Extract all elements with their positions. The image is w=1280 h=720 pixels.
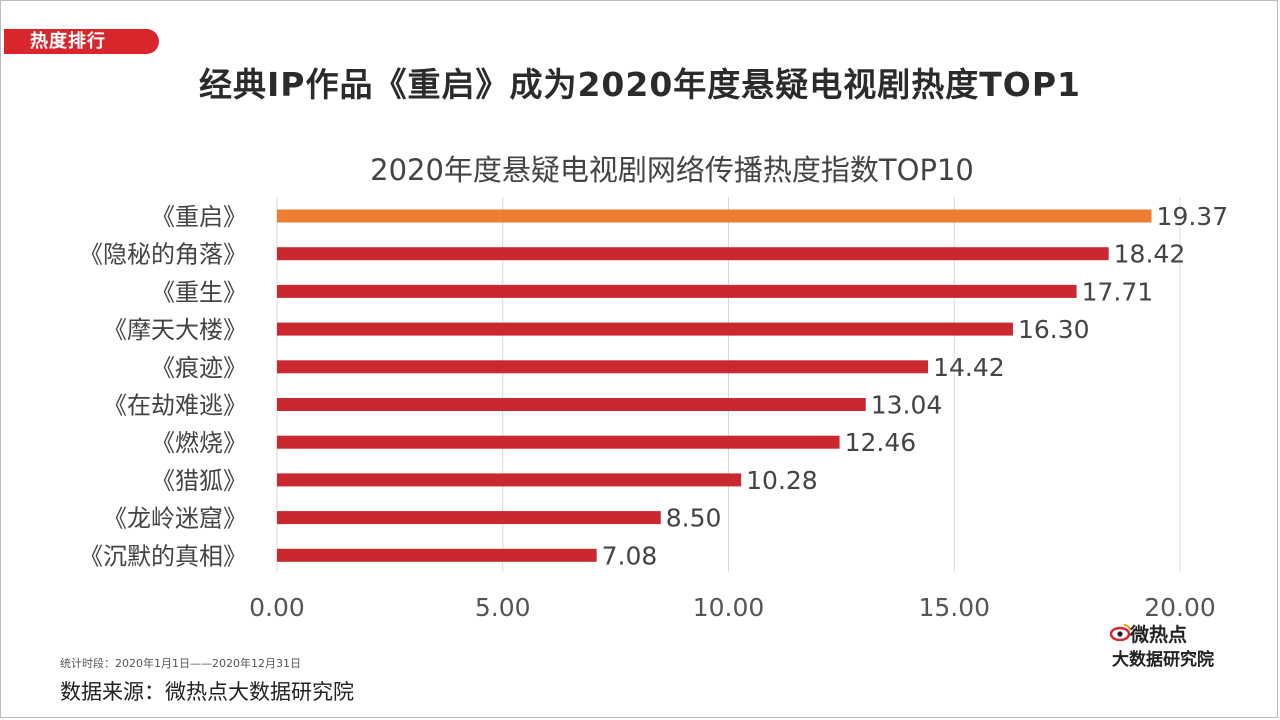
category-label: 《猎狐》: [151, 467, 247, 495]
data-label: 17.71: [1082, 277, 1154, 306]
x-tick-label: 20.00: [1144, 593, 1216, 622]
data-label: 7.08: [602, 541, 658, 570]
data-source: 数据来源：微热点大数据研究院: [60, 680, 354, 704]
category-label: 《重启》: [151, 203, 247, 231]
logo-text-line2: 大数据研究院: [1112, 650, 1214, 670]
category-label: 《龙岭迷窟》: [103, 505, 247, 533]
weibo-eye-icon: [1110, 624, 1131, 641]
data-label: 16.30: [1018, 315, 1090, 344]
bars: [277, 209, 1152, 562]
category-label: 《沉默的真相》: [79, 542, 247, 570]
x-tick-label: 5.00: [475, 593, 531, 622]
slide-headline: 经典IP作品《重启》成为2020年度悬疑电视剧热度TOP1: [198, 65, 1082, 104]
bar: [277, 398, 866, 411]
bar: [277, 548, 597, 562]
bar: [277, 473, 742, 487]
bar: [277, 209, 1152, 223]
logo-text-line1: 微热点: [1130, 624, 1188, 646]
category-label: 《燃烧》: [151, 429, 247, 457]
category-label: 《痕迹》: [151, 354, 247, 382]
category-label: 《隐秘的角落》: [79, 241, 247, 269]
data-label: 8.50: [666, 504, 722, 533]
data-label: 12.46: [845, 428, 917, 457]
data-label: 10.28: [746, 466, 818, 495]
bar: [277, 322, 1013, 336]
bar: [277, 284, 1077, 298]
section-tag: 热度排行: [4, 29, 159, 54]
data-label: 18.42: [1114, 240, 1186, 269]
data-label: 13.04: [871, 391, 943, 420]
labels: 0.00 5.00 10.00 15.00 20.00 《重启》 19.37 《隐秘的角落》 1…: [79, 202, 1228, 622]
bar-chart: 2020年度悬疑电视剧网络传播热度指数TOP10 0.00 5.00 10.00 15…: [79, 153, 1228, 622]
statistics-period: 统计时段：2020年1月1日——2020年12月31日: [60, 657, 301, 670]
x-tick-label: 0.00: [249, 593, 305, 622]
data-label: 14.42: [933, 353, 1005, 382]
category-label: 《重生》: [151, 278, 247, 306]
bar: [277, 511, 661, 525]
brand-logo: 微热点 大数据研究院: [1110, 620, 1240, 670]
bar: [277, 360, 929, 374]
category-label: 《在劫难逃》: [103, 392, 247, 420]
x-tick-label: 15.00: [918, 593, 990, 622]
category-label: 《摩天大楼》: [103, 316, 247, 344]
chart-title: 2020年度悬疑电视剧网络传播热度指数TOP10: [370, 153, 974, 187]
data-label: 19.37: [1157, 202, 1229, 231]
bar: [277, 435, 840, 449]
x-tick-label: 10.00: [693, 593, 765, 622]
bar: [277, 247, 1109, 261]
